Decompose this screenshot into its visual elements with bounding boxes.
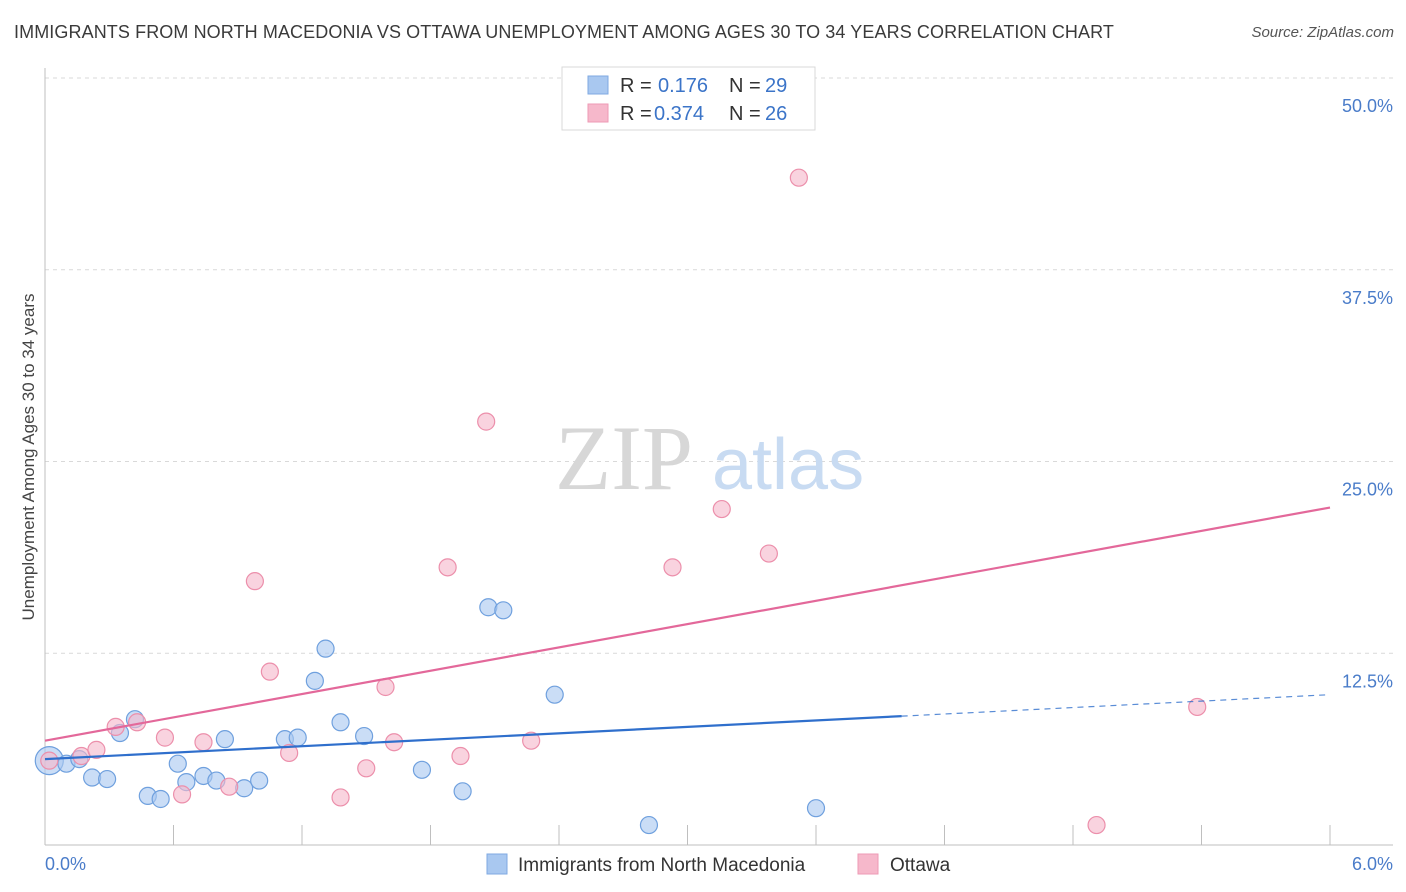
ottawa-point [40,751,59,770]
macedonia-point [453,782,472,801]
macedonia-point [168,754,187,773]
y-tick-label: 50.0% [1342,96,1393,116]
macedonia-trend-line [44,715,902,761]
ottawa-point [357,759,376,778]
x-tick-labels: 0.0% 6.0% [45,854,1393,874]
legend-swatch-macedonia [486,853,508,875]
macedonia-point [806,799,826,818]
macedonia-trend-extension [901,694,1331,717]
legend-swatch-ottawa [857,853,879,875]
legend-swatch-pink [587,103,609,123]
legend-r-label-2: R = [620,103,652,125]
ottawa-point [438,558,457,577]
legend-swatch-blue [587,75,609,95]
macedonia-point [288,728,307,747]
macedonia-point [305,671,324,690]
watermark: ZIP atlas [555,407,864,509]
macedonia-point [639,815,659,835]
y-tick-label: 12.5% [1342,671,1393,691]
legend-n-label-1: N = [729,75,761,97]
macedonia-point [215,730,234,749]
macedonia-point [235,779,254,798]
legend-r-label-1: R = [620,75,652,97]
ottawa-point [220,777,239,796]
x-tick-label-min: 0.0% [45,854,86,874]
x-tick-label-max: 6.0% [1352,854,1393,874]
legend-n-value-2: 26 [765,103,787,125]
ottawa-point [194,733,213,752]
macedonia-point [355,726,374,746]
legend-label-macedonia: Immigrants from North Macedonia [518,855,806,876]
ottawa-point [1188,697,1207,717]
macedonia-point [412,760,432,779]
macedonia-point [83,768,102,787]
ottawa-point [477,412,496,431]
correlation-legend: R = 0.176 N = 29 R = 0.374 N = 26 [561,66,816,131]
legend-n-label-2: N = [729,103,761,125]
chart-title: IMMIGRANTS FROM NORTH MACEDONIA VS OTTAW… [14,22,1114,42]
macedonia-point [494,601,513,620]
macedonia-point [98,769,117,789]
data-points [34,168,1207,835]
ottawa-point [759,544,778,563]
ottawa-point [451,746,470,766]
ottawa-point [663,558,682,577]
y-tick-labels: 12.5% 25.0% 37.5% 50.0% [1342,96,1393,691]
ottawa-point [331,788,350,807]
watermark-zip: ZIP [555,407,693,509]
macedonia-point [151,789,170,809]
ottawa-point [1087,815,1106,835]
legend-r-value-2: 0.374 [654,103,704,125]
y-tick-label: 25.0% [1342,480,1393,500]
y-axis-label: Unemployment Among Ages 30 to 34 years [19,294,38,621]
trend-lines [44,506,1331,761]
legend-label-ottawa: Ottawa [890,855,951,876]
macedonia-point [545,685,564,704]
watermark-atlas: atlas [712,425,864,505]
ottawa-point [280,743,299,763]
y-tick-label: 37.5% [1342,288,1393,308]
gridlines [45,77,1393,654]
legend-n-value-1: 29 [765,75,787,97]
ottawa-trend-line [44,506,1331,742]
ottawa-point [245,572,264,591]
legend-r-value-1: 0.176 [658,75,708,97]
source-label: Source: ZipAtlas.com [1251,24,1394,41]
ottawa-point [712,499,731,519]
macedonia-point [316,639,335,658]
ottawa-point [260,662,279,681]
ottawa-point [87,740,106,759]
ottawa-point [522,731,541,750]
macedonia-point [250,771,269,790]
macedonia-point [479,598,498,617]
series-legend: Immigrants from North Macedonia Ottawa [486,853,951,876]
ottawa-point [172,785,192,804]
axes [44,68,1393,846]
ottawa-point [789,168,808,187]
ottawa-point [155,728,175,747]
macedonia-point [331,713,350,732]
